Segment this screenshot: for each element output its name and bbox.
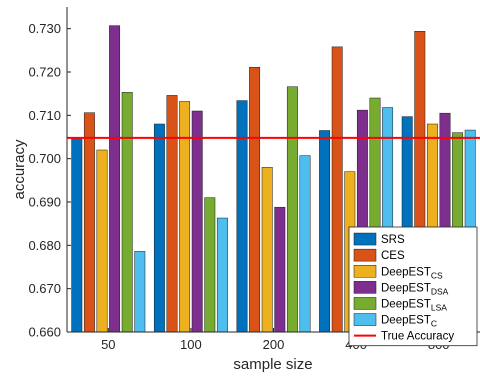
legend-swatch	[353, 297, 377, 310]
x-axis-label: sample size	[233, 356, 312, 373]
bar-DeepEST_CS-200	[261, 167, 273, 333]
bar-SRS-50	[71, 137, 83, 333]
legend: SRS CES DeepESTCS DeepESTDSA DeepESTLSA DeepE…	[348, 226, 478, 347]
y-tick-label: 0.720	[28, 65, 61, 80]
legend-swatch	[353, 232, 377, 246]
bar-SRS-200	[236, 100, 248, 333]
x-tick-label: 50	[101, 337, 115, 352]
y-tick-label: 0.670	[28, 281, 61, 296]
legend-swatch	[353, 248, 377, 262]
legend-entry-DeepEST_CS: DeepESTCS	[381, 266, 443, 280]
bar-CES-400	[331, 46, 343, 333]
bar-DeepEST_DSA-100	[191, 110, 203, 333]
y-tick-label: 0.730	[28, 21, 61, 36]
bar-SRS-100	[153, 123, 165, 333]
legend-swatch	[353, 265, 377, 278]
bar-SRS-400	[319, 130, 331, 333]
bar-DeepEST_DSA-200	[274, 206, 286, 333]
legend-entry-true-accuracy: True Accuracy	[381, 331, 454, 343]
bar-DeepEST_C-100	[216, 217, 228, 333]
legend-swatch	[353, 313, 377, 326]
y-tick-label: 0.710	[28, 108, 61, 123]
bar-CES-100	[166, 95, 178, 333]
y-tick-labels: 0.660 0.670 0.680 0.690 0.700 0.710 0.720 0.730	[28, 21, 61, 339]
legend-entry-DeepEST_C: DeepESTC	[381, 315, 437, 329]
bar-DeepEST_LSA-50	[121, 92, 133, 333]
legend-entry-CES: CES	[381, 250, 405, 262]
legend-entry-DeepEST_LSA: DeepESTLSA	[381, 298, 447, 312]
bar-DeepEST_C-200	[299, 155, 311, 333]
bar-CES-200	[249, 66, 261, 333]
bar-DeepEST_LSA-200	[286, 86, 298, 333]
x-tick-label: 200	[263, 337, 285, 352]
legend-entry-SRS: SRS	[381, 234, 405, 246]
legend-swatch	[353, 281, 377, 294]
bar-DeepEST_C-50	[134, 251, 146, 333]
y-tick-label: 0.680	[28, 238, 61, 253]
x-tick-label: 100	[180, 337, 202, 352]
bar-DeepEST_CS-100	[179, 101, 191, 333]
bar-CES-50	[83, 112, 95, 333]
y-tick-label: 0.700	[28, 151, 61, 166]
bar-DeepEST_LSA-100	[204, 197, 216, 333]
legend-entry-DeepEST_DSA: DeepESTDSA	[381, 282, 449, 296]
bar-DeepEST_CS-50	[96, 149, 108, 333]
y-tick-label: 0.660	[28, 325, 61, 340]
y-axis-label: accuracy	[11, 139, 28, 200]
y-tick-label: 0.690	[28, 195, 61, 210]
bar-DeepEST_DSA-50	[109, 25, 121, 333]
